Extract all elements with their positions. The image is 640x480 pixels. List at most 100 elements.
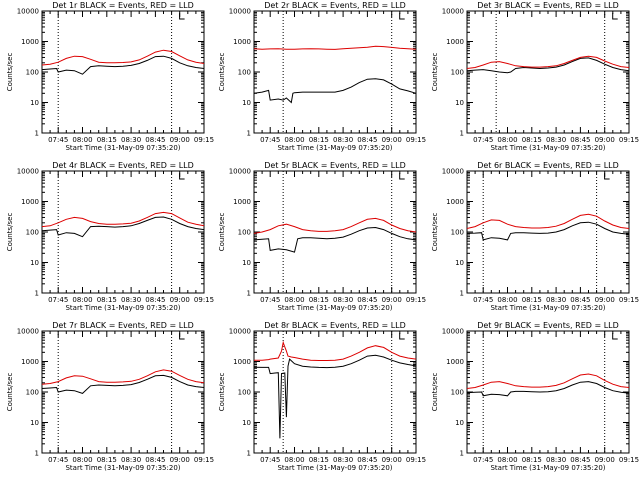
- y-tick-label: 1: [247, 450, 251, 458]
- y-tick-label: 10: [242, 99, 251, 107]
- corner-marker-icon: [399, 13, 405, 20]
- x-tick-label: 09:00: [382, 456, 402, 464]
- x-tick-label: 08:45: [145, 296, 165, 304]
- detector-panel-5: Det 5r BLACK = Events, RED = LLD 1 10 100 10…: [218, 161, 426, 312]
- series-line-events: [41, 216, 205, 238]
- series-line-lld: [466, 213, 630, 229]
- x-tick-label: 07:45: [473, 136, 493, 144]
- y-tick-label: 10: [30, 419, 39, 427]
- corner-marker-icon: [612, 13, 618, 20]
- detector-panel-6: Det 6r BLACK = Events, RED = LLD 1 10 100 10…: [431, 161, 639, 312]
- x-tick-label: 08:00: [497, 456, 517, 464]
- series-line-events: [41, 374, 205, 394]
- x-tick-label: 08:00: [497, 296, 517, 304]
- y-tick-label: 100: [451, 69, 464, 77]
- y-axis-label: Counts/sec: [218, 373, 226, 412]
- x-tick-label: 08:30: [333, 456, 353, 464]
- series-line-lld: [41, 211, 205, 228]
- x-axis-label: Start Time (31-May-09 07:35:20): [277, 464, 392, 472]
- x-tick-label: 08:00: [72, 136, 92, 144]
- series-line-lld: [253, 45, 417, 50]
- series-line-lld: [253, 217, 417, 234]
- x-tick-label: 07:45: [473, 296, 493, 304]
- x-tick-label: 08:00: [284, 296, 304, 304]
- x-axis-label: Start Time (31-May-09 07:35:20): [490, 304, 605, 312]
- y-tick-label: 10000: [17, 168, 39, 176]
- x-tick-label: 07:45: [48, 456, 68, 464]
- series-line-events: [466, 221, 630, 241]
- x-tick-label: 09:15: [619, 136, 639, 144]
- y-tick-label: 10: [455, 99, 464, 107]
- y-tick-label: 10000: [442, 328, 464, 336]
- y-tick-label: 10000: [229, 328, 251, 336]
- y-tick-label: 1: [460, 130, 464, 138]
- y-tick-label: 10: [455, 259, 464, 267]
- y-tick-label: 100: [238, 389, 251, 397]
- y-tick-label: 100: [238, 229, 251, 237]
- y-tick-label: 1000: [233, 198, 251, 206]
- y-axis-label: Counts/sec: [218, 53, 226, 92]
- series-line-events: [253, 226, 417, 253]
- y-tick-label: 1: [460, 290, 464, 298]
- y-tick-label: 10000: [17, 328, 39, 336]
- x-tick-label: 08:15: [522, 296, 542, 304]
- series-line-events: [253, 78, 417, 104]
- series-line-events: [466, 57, 630, 74]
- x-tick-label: 08:30: [546, 136, 566, 144]
- y-tick-label: 1000: [446, 38, 464, 46]
- y-tick-label: 1000: [233, 38, 251, 46]
- x-tick-label: 08:45: [357, 136, 377, 144]
- series-line-lld: [466, 373, 630, 389]
- x-tick-label: 08:30: [333, 136, 353, 144]
- panel-title: Det 4r BLACK = Events, RED = LLD: [52, 161, 194, 170]
- y-tick-label: 1000: [446, 198, 464, 206]
- x-tick-label: 09:15: [194, 296, 214, 304]
- y-tick-label: 10: [242, 419, 251, 427]
- y-tick-label: 1: [247, 290, 251, 298]
- x-tick-label: 08:30: [121, 456, 141, 464]
- x-tick-label: 08:45: [570, 296, 590, 304]
- corner-marker-icon: [179, 173, 185, 180]
- y-tick-label: 100: [26, 229, 39, 237]
- x-tick-label: 08:45: [145, 136, 165, 144]
- y-tick-label: 1000: [21, 358, 39, 366]
- y-axis-label: Counts/sec: [218, 213, 226, 252]
- x-tick-label: 09:00: [382, 136, 402, 144]
- y-axis-label: Counts/sec: [431, 53, 439, 92]
- panel-title: Det 2r BLACK = Events, RED = LLD: [264, 1, 406, 10]
- y-tick-label: 1000: [446, 358, 464, 366]
- x-tick-label: 09:15: [619, 456, 639, 464]
- y-tick-label: 1: [460, 450, 464, 458]
- panel-title: Det 7r BLACK = Events, RED = LLD: [52, 321, 194, 330]
- x-tick-label: 08:30: [121, 296, 141, 304]
- detector-panel-7: Det 7r BLACK = Events, RED = LLD 1 10 100 10…: [6, 321, 214, 472]
- y-tick-label: 10000: [442, 8, 464, 16]
- x-axis-label: Start Time (31-May-09 07:35:20): [65, 464, 180, 472]
- x-tick-label: 07:45: [260, 456, 280, 464]
- x-tick-label: 08:45: [357, 456, 377, 464]
- x-tick-label: 08:30: [333, 296, 353, 304]
- x-axis-label: Start Time (31-May-09 07:35:20): [277, 304, 392, 312]
- series-line-lld: [41, 369, 205, 385]
- detector-panel-8: Det 8r BLACK = Events, RED = LLD 1 10 100 10…: [218, 321, 426, 472]
- detector-panel-4: Det 4r BLACK = Events, RED = LLD 1 10 100 10…: [6, 161, 214, 312]
- y-tick-label: 100: [451, 229, 464, 237]
- plot-frame: [466, 170, 630, 294]
- y-tick-label: 10000: [229, 8, 251, 16]
- series-line-events: [41, 55, 205, 75]
- x-tick-label: 07:45: [260, 136, 280, 144]
- y-tick-label: 100: [238, 69, 251, 77]
- detector-panel-1: Det 1r BLACK = Events, RED = LLD 1 10 100 10…: [6, 1, 214, 152]
- x-tick-label: 09:00: [382, 296, 402, 304]
- corner-marker-icon: [399, 333, 405, 340]
- x-tick-label: 08:45: [145, 456, 165, 464]
- corner-marker-icon: [604, 173, 610, 180]
- x-tick-label: 07:45: [48, 296, 68, 304]
- x-tick-label: 08:15: [309, 456, 329, 464]
- x-tick-label: 08:30: [546, 296, 566, 304]
- x-tick-label: 09:15: [619, 296, 639, 304]
- y-tick-label: 10000: [17, 8, 39, 16]
- series-line-events: [253, 354, 417, 439]
- series-line-lld: [41, 49, 205, 66]
- x-tick-label: 08:45: [570, 136, 590, 144]
